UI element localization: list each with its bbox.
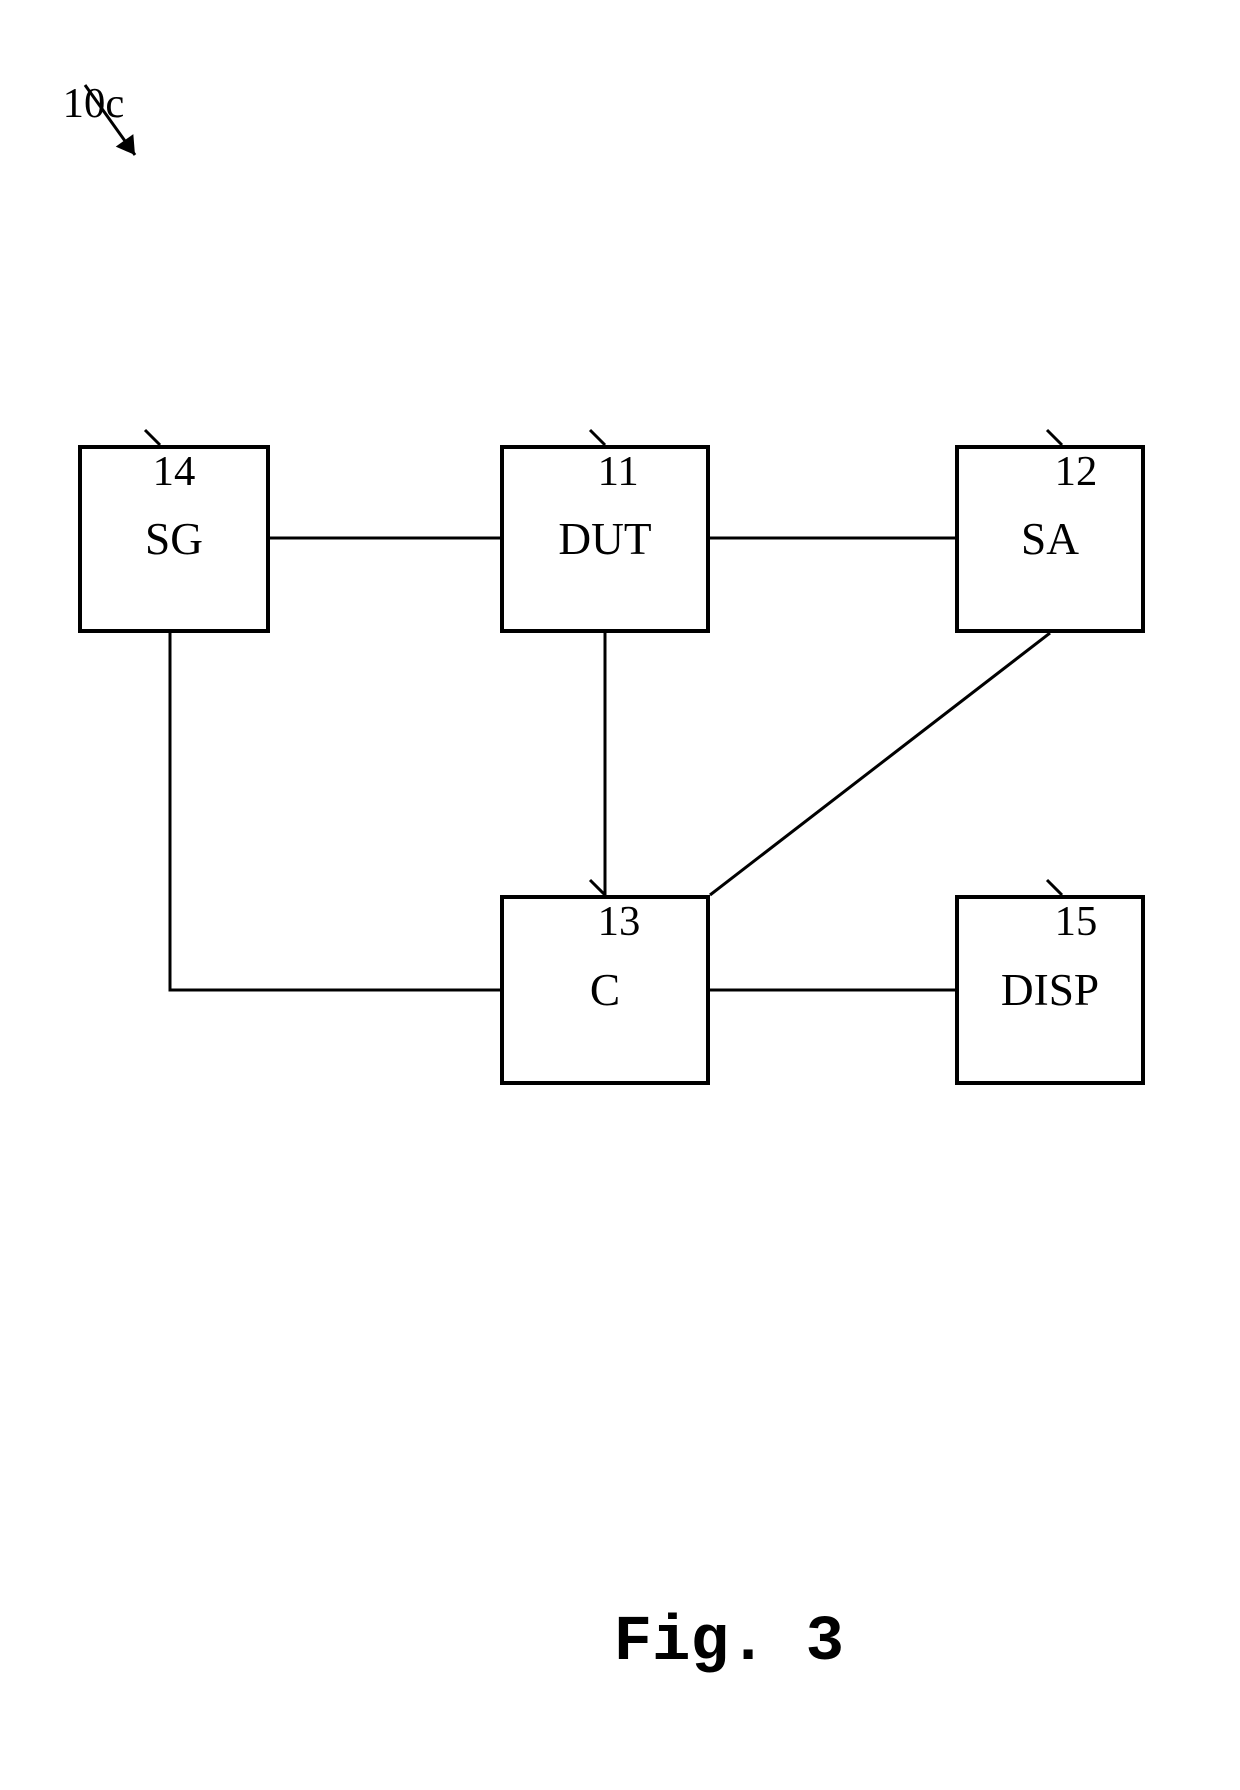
ref-label-dut-text: 11	[598, 448, 639, 495]
ref-label-sg-text: 14	[153, 448, 196, 495]
ref-label-c-text: 13	[598, 898, 641, 945]
ref-label-disp-text: 15	[1055, 898, 1098, 945]
ref-label-sg: 14	[110, 398, 195, 545]
figure-ref-main: 10c	[20, 30, 124, 177]
figure-ref-main-text: 10c	[63, 80, 125, 127]
figure-caption: Fig. 3	[460, 1535, 844, 1751]
diagram-canvas: 10c SG DUT SA C DISP 14 11 12 13 15 Fig.…	[0, 0, 1240, 1790]
ref-label-dut: 11	[555, 398, 639, 545]
ref-label-c: 13	[555, 848, 640, 995]
ref-label-sa: 12	[1012, 398, 1097, 545]
ref-label-disp: 15	[1012, 848, 1097, 995]
ref-label-sa-text: 12	[1055, 448, 1098, 495]
figure-caption-text: Fig. 3	[614, 1607, 844, 1679]
